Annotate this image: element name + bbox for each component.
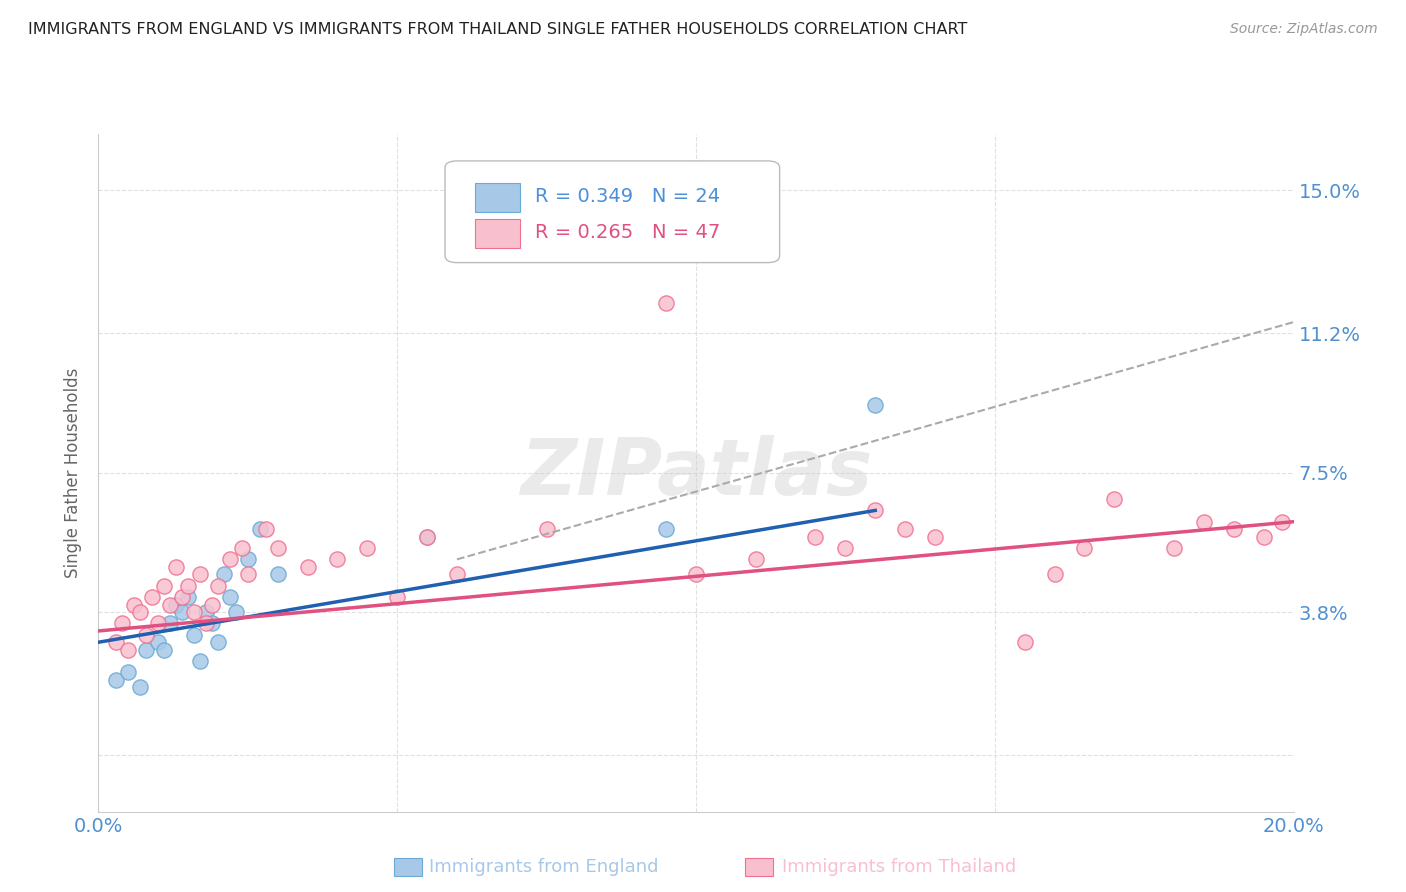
Point bbox=[177, 579, 200, 593]
Point bbox=[207, 635, 229, 649]
Point bbox=[254, 522, 277, 536]
Text: Immigrants from Thailand: Immigrants from Thailand bbox=[782, 858, 1017, 876]
Point bbox=[195, 605, 218, 619]
Point bbox=[225, 605, 247, 619]
Point bbox=[111, 616, 134, 631]
Point bbox=[188, 567, 211, 582]
Point bbox=[685, 567, 707, 582]
Point bbox=[135, 628, 157, 642]
Point bbox=[655, 522, 678, 536]
Point bbox=[105, 635, 128, 649]
Point bbox=[153, 579, 176, 593]
Point bbox=[1271, 515, 1294, 529]
Point bbox=[865, 398, 887, 412]
Text: IMMIGRANTS FROM ENGLAND VS IMMIGRANTS FROM THAILAND SINGLE FATHER HOUSEHOLDS COR: IMMIGRANTS FROM ENGLAND VS IMMIGRANTS FR… bbox=[28, 22, 967, 37]
Point bbox=[141, 590, 163, 604]
Point bbox=[924, 530, 946, 544]
Point bbox=[655, 296, 678, 310]
Text: Immigrants from England: Immigrants from England bbox=[429, 858, 658, 876]
Text: Source: ZipAtlas.com: Source: ZipAtlas.com bbox=[1230, 22, 1378, 37]
Point bbox=[1253, 530, 1275, 544]
Point bbox=[219, 590, 242, 604]
Point bbox=[356, 541, 378, 555]
Point bbox=[1073, 541, 1095, 555]
Point bbox=[267, 567, 290, 582]
Point bbox=[153, 642, 176, 657]
Point bbox=[159, 616, 181, 631]
Point bbox=[201, 598, 224, 612]
Point bbox=[1223, 522, 1246, 536]
Point bbox=[172, 590, 194, 604]
Y-axis label: Single Father Households: Single Father Households bbox=[65, 368, 83, 578]
Point bbox=[188, 654, 211, 668]
Point bbox=[804, 530, 827, 544]
Point bbox=[416, 530, 439, 544]
Point bbox=[129, 681, 152, 695]
Point bbox=[745, 552, 768, 566]
Point bbox=[1014, 635, 1036, 649]
Point bbox=[148, 635, 170, 649]
Point bbox=[212, 567, 235, 582]
Point bbox=[177, 590, 200, 604]
Point bbox=[1043, 567, 1066, 582]
Point bbox=[207, 579, 229, 593]
Point bbox=[446, 567, 468, 582]
Point bbox=[117, 642, 139, 657]
Point bbox=[1163, 541, 1185, 555]
FancyBboxPatch shape bbox=[444, 161, 780, 262]
Point bbox=[148, 616, 170, 631]
Point bbox=[236, 567, 259, 582]
Point bbox=[219, 552, 242, 566]
Point bbox=[297, 560, 319, 574]
Point bbox=[165, 598, 187, 612]
Point bbox=[124, 598, 146, 612]
Point bbox=[172, 605, 194, 619]
Point bbox=[834, 541, 856, 555]
Point bbox=[249, 522, 271, 536]
Point bbox=[536, 522, 558, 536]
Text: R = 0.265   N = 47: R = 0.265 N = 47 bbox=[534, 223, 720, 242]
Point bbox=[165, 560, 187, 574]
Bar bbox=[475, 183, 520, 211]
Text: ZIPatlas: ZIPatlas bbox=[520, 434, 872, 511]
Bar bbox=[475, 219, 520, 248]
Point bbox=[183, 628, 205, 642]
Point bbox=[326, 552, 349, 566]
Point bbox=[201, 616, 224, 631]
Point bbox=[865, 503, 887, 517]
Point bbox=[135, 642, 157, 657]
Point bbox=[1104, 492, 1126, 507]
Point bbox=[236, 552, 259, 566]
Point bbox=[267, 541, 290, 555]
Point bbox=[159, 598, 181, 612]
Point bbox=[416, 530, 439, 544]
Point bbox=[129, 605, 152, 619]
Point bbox=[894, 522, 917, 536]
Point bbox=[183, 605, 205, 619]
Point bbox=[231, 541, 253, 555]
Point bbox=[1192, 515, 1215, 529]
Text: R = 0.349   N = 24: R = 0.349 N = 24 bbox=[534, 186, 720, 206]
Point bbox=[117, 665, 139, 680]
Point bbox=[195, 616, 218, 631]
Point bbox=[385, 590, 409, 604]
Point bbox=[105, 673, 128, 687]
